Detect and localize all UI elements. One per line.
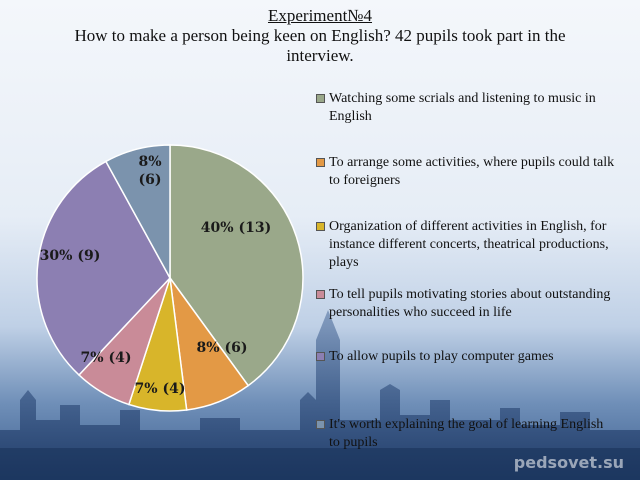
legend-label: To tell pupils motivating stories about …	[329, 287, 611, 320]
legend-swatch	[316, 290, 325, 299]
pie-slice	[169, 144, 304, 387]
pie-slice	[104, 144, 171, 279]
slice-label: 7% (4)	[81, 350, 132, 366]
legend-swatch	[316, 158, 325, 167]
slice-label: 30% (9)	[40, 248, 101, 264]
legend-item: To tell pupils motivating stories about …	[316, 286, 616, 322]
slice-label: 8% (6)	[138, 154, 161, 188]
chart-header: Experiment№4 How to make a person being …	[0, 6, 640, 66]
legend-swatch	[316, 222, 325, 231]
legend-swatch	[316, 352, 325, 361]
chart-subtitle: How to make a person being keen on Engli…	[74, 26, 566, 65]
legend-item: Organization of different activities in …	[316, 218, 616, 272]
legend-label: Organization of different activities in …	[329, 219, 609, 270]
legend-item: To arrange some activities, where pupils…	[316, 154, 616, 190]
chart-legend: Watching some scrials and listening to m…	[316, 90, 616, 450]
legend-label: To arrange some activities, where pupils…	[329, 155, 615, 188]
legend-swatch	[316, 420, 325, 429]
legend-item: To allow pupils to play computer games	[316, 348, 554, 366]
pie-slice	[36, 160, 171, 377]
legend-label: It's worth explaining the goal of learni…	[329, 417, 604, 450]
legend-swatch	[316, 94, 325, 103]
legend-label: Watching some scrials and listening to m…	[329, 91, 596, 124]
legend-item: It's worth explaining the goal of learni…	[316, 416, 616, 452]
slice-label: 40% (13)	[201, 220, 271, 236]
chart-title: Experiment№4	[267, 6, 373, 25]
slice-label: 8% (6)	[197, 340, 248, 356]
legend-item: Watching some scrials and listening to m…	[316, 90, 616, 126]
watermark-text: pedsovet.su	[513, 453, 624, 472]
london-skyline-background	[0, 310, 640, 480]
slice-label: 7% (4)	[135, 381, 186, 397]
legend-label: To allow pupils to play computer games	[329, 349, 554, 364]
